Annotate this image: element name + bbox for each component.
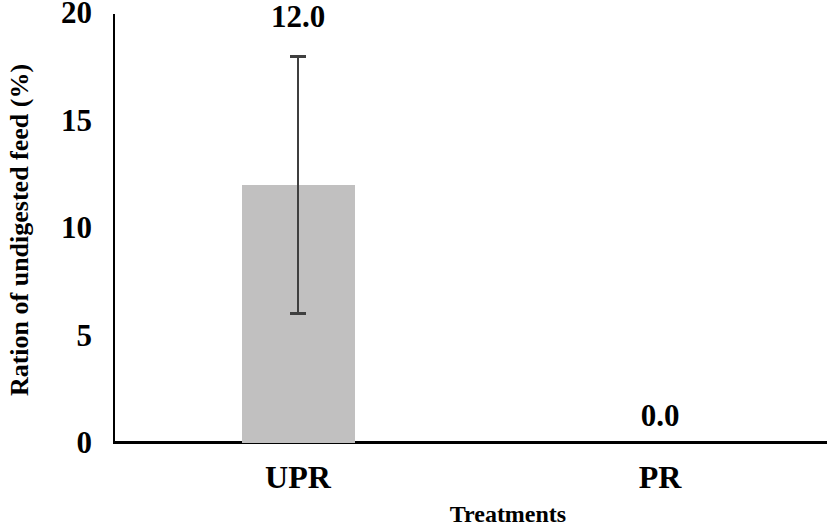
data-label-upr: 12.0: [228, 1, 368, 33]
category-label-upr: UPR: [218, 460, 378, 494]
y-tick-label-20: 20: [0, 0, 92, 30]
y-tick-label-15: 15: [0, 104, 92, 138]
x-axis-title: Treatments: [358, 501, 658, 526]
error-bar-cap-top-upr: [290, 55, 306, 58]
x-axis-line: [113, 441, 827, 444]
bar-chart: Ration of undigested feed (%) 05101520 1…: [0, 0, 827, 526]
y-tick-label-0: 0: [0, 426, 92, 460]
data-label-pr: 0.0: [590, 400, 730, 432]
category-label-pr: PR: [580, 460, 740, 494]
error-bar-upr: [297, 56, 299, 314]
error-bar-cap-bottom-upr: [290, 312, 306, 315]
y-axis-line: [113, 14, 115, 443]
y-tick-label-10: 10: [0, 211, 92, 245]
y-tick-label-5: 5: [0, 319, 92, 353]
